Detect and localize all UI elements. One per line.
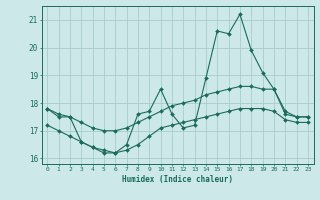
X-axis label: Humidex (Indice chaleur): Humidex (Indice chaleur) <box>122 175 233 184</box>
